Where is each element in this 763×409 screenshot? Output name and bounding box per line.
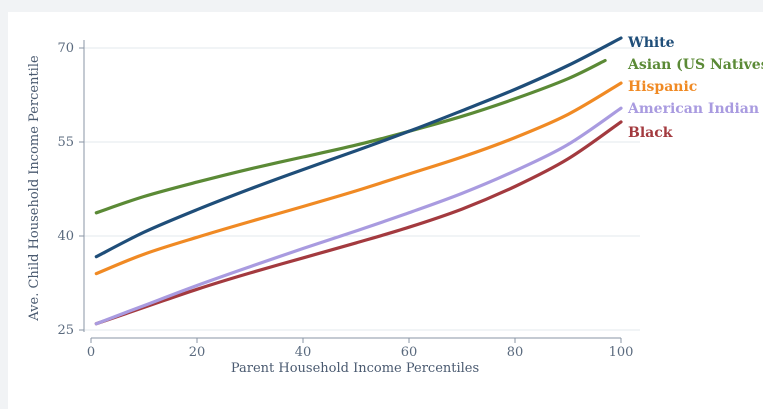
series-line-white [94, 36, 623, 259]
x-tick-label-0: 0 [87, 345, 95, 360]
gridlines [84, 47, 640, 331]
legend-label-white: White [627, 35, 675, 51]
x-axis-title: Parent Household Income Percentiles [231, 361, 479, 376]
legend-label-asian-us-natives: Asian (US Natives) [627, 57, 763, 73]
x-tick-label-60: 60 [401, 345, 418, 360]
legend-label-black: Black [628, 125, 673, 141]
legend: White Asian (US Natives) Hispanic American … [627, 35, 763, 141]
x-tick-labels: 0 20 40 60 80 100 [87, 345, 634, 360]
series-line-asian-us-natives [94, 58, 607, 215]
y-axis-title: Ave. Child Household Income Percentile [27, 55, 42, 322]
series-line-black [94, 120, 623, 326]
x-tick-label-40: 40 [295, 345, 312, 360]
x-tick-label-20: 20 [189, 345, 206, 360]
y-tick-label-55: 55 [57, 135, 74, 150]
axes [79, 40, 622, 343]
y-tick-label-40: 40 [57, 229, 74, 244]
series-lines [94, 36, 623, 326]
series-line-american-indian [94, 106, 623, 326]
x-tick-label-80: 80 [507, 345, 524, 360]
legend-label-hispanic: Hispanic [628, 79, 697, 95]
legend-label-american-indian: American Indian [627, 101, 759, 117]
y-tick-label-70: 70 [57, 41, 74, 56]
x-tick-label-100: 100 [609, 345, 634, 360]
y-tick-labels: 25 40 55 70 [57, 41, 74, 338]
y-tick-label-25: 25 [57, 323, 74, 338]
chart-card [8, 12, 763, 409]
series-line-hispanic [94, 81, 623, 276]
